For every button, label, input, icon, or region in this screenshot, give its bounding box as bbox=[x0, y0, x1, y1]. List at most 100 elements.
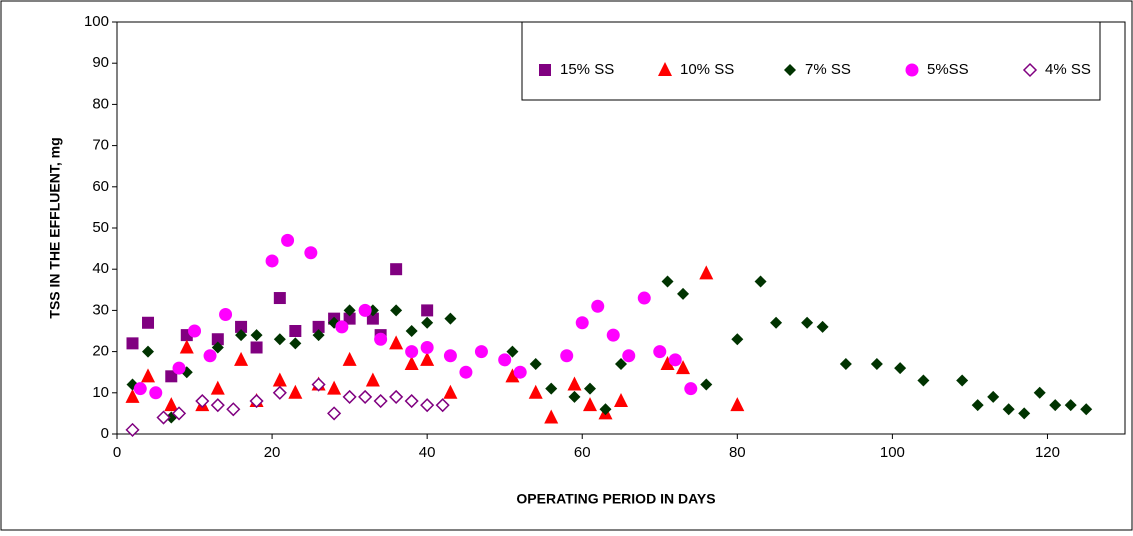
marker-diamond bbox=[894, 362, 907, 375]
marker-square bbox=[273, 292, 286, 305]
marker-diamond bbox=[529, 357, 542, 370]
y-tick-label: 20 bbox=[92, 343, 109, 360]
marker-triangle bbox=[528, 384, 543, 399]
marker-diamond bbox=[1033, 386, 1046, 399]
marker-diamond bbox=[801, 316, 814, 329]
marker-diamond bbox=[405, 325, 418, 337]
marker-triangle bbox=[272, 372, 287, 387]
marker-diamond bbox=[1080, 403, 1093, 416]
marker-triangle bbox=[234, 351, 249, 366]
marker-diamond bbox=[312, 329, 325, 342]
marker-circle bbox=[133, 382, 147, 396]
legend-box bbox=[521, 21, 1101, 101]
marker-diamond bbox=[956, 374, 969, 387]
x-tick-label: 0 bbox=[113, 444, 121, 461]
marker-diamond bbox=[420, 398, 435, 413]
marker-circle bbox=[459, 365, 473, 379]
marker-diamond bbox=[390, 304, 403, 317]
marker-circle bbox=[905, 63, 919, 77]
y-tick-label: 60 bbox=[92, 178, 109, 195]
y-tick-label: 80 bbox=[92, 95, 109, 112]
marker-circle bbox=[188, 324, 202, 338]
marker-triangle bbox=[125, 388, 140, 403]
marker-triangle bbox=[327, 380, 342, 395]
marker-circle bbox=[606, 328, 620, 342]
marker-triangle bbox=[582, 397, 597, 412]
y-axis-title: TSS IN THE EFFLUENT, mg bbox=[47, 137, 63, 318]
marker-diamond bbox=[327, 406, 342, 421]
marker-circle bbox=[304, 246, 318, 260]
marker-square bbox=[126, 337, 139, 350]
marker-circle bbox=[622, 349, 636, 363]
x-tick-label: 80 bbox=[729, 444, 746, 461]
marker-triangle bbox=[342, 351, 357, 366]
marker-diamond bbox=[389, 389, 404, 404]
marker-circle bbox=[281, 233, 295, 247]
y-tick-label: 90 bbox=[92, 54, 109, 71]
marker-triangle bbox=[404, 355, 419, 370]
marker-circle bbox=[637, 291, 651, 305]
marker-triangle bbox=[420, 351, 435, 366]
marker-diamond bbox=[171, 406, 187, 421]
marker-diamond bbox=[545, 382, 558, 395]
marker-square bbox=[539, 64, 551, 76]
x-tick-label: 20 bbox=[264, 444, 281, 461]
marker-diamond bbox=[125, 422, 140, 437]
marker-diamond bbox=[211, 341, 224, 354]
marker-square bbox=[312, 320, 325, 333]
marker-diamond bbox=[770, 316, 783, 329]
marker-triangle bbox=[389, 335, 404, 350]
marker-triangle bbox=[660, 355, 675, 370]
marker-circle bbox=[265, 254, 279, 268]
marker-diamond bbox=[311, 377, 326, 392]
marker-circle bbox=[560, 349, 574, 363]
marker-square bbox=[421, 304, 434, 317]
legend-label: 7% SS bbox=[805, 61, 851, 78]
marker-triangle bbox=[658, 62, 672, 76]
marker-circle bbox=[203, 349, 217, 363]
legend-label: 10% SS bbox=[680, 61, 734, 78]
legend-label: 4% SS bbox=[1045, 61, 1091, 78]
marker-circle bbox=[498, 353, 512, 367]
marker-diamond bbox=[235, 329, 248, 342]
marker-square bbox=[165, 370, 178, 383]
marker-circle bbox=[374, 332, 388, 346]
marker-diamond bbox=[342, 389, 357, 404]
x-tick-label: 40 bbox=[419, 444, 436, 461]
legend-label: 15% SS bbox=[560, 61, 614, 78]
marker-diamond bbox=[661, 275, 674, 288]
y-tick-label: 30 bbox=[92, 301, 109, 318]
y-tick-label: 0 bbox=[101, 425, 109, 442]
marker-diamond bbox=[272, 385, 287, 400]
marker-diamond bbox=[404, 393, 419, 409]
marker-triangle bbox=[730, 397, 745, 412]
marker-square bbox=[343, 312, 356, 325]
marker-diamond bbox=[1022, 62, 1038, 78]
marker-circle bbox=[668, 353, 682, 367]
marker-diamond bbox=[142, 345, 155, 358]
marker-diamond bbox=[226, 402, 241, 417]
marker-diamond bbox=[583, 382, 596, 395]
marker-triangle bbox=[544, 409, 559, 424]
y-tick-label: 100 bbox=[84, 13, 109, 30]
marker-diamond bbox=[870, 357, 883, 370]
marker-diamond bbox=[249, 393, 264, 409]
x-tick-label: 100 bbox=[880, 444, 905, 461]
marker-circle bbox=[513, 365, 527, 379]
marker-diamond bbox=[1064, 399, 1077, 412]
marker-diamond bbox=[816, 320, 829, 333]
marker-diamond bbox=[731, 333, 744, 346]
marker-circle bbox=[219, 308, 233, 322]
marker-diamond bbox=[435, 398, 450, 413]
marker-triangle bbox=[567, 376, 582, 391]
y-tick-label: 40 bbox=[92, 260, 109, 277]
x-tick-label: 120 bbox=[1035, 444, 1060, 461]
marker-circle bbox=[149, 386, 163, 400]
marker-diamond bbox=[677, 287, 690, 300]
marker-square bbox=[289, 325, 302, 337]
marker-diamond bbox=[971, 399, 984, 412]
marker-triangle bbox=[443, 384, 458, 399]
marker-triangle bbox=[210, 380, 225, 395]
marker-diamond bbox=[250, 329, 263, 342]
